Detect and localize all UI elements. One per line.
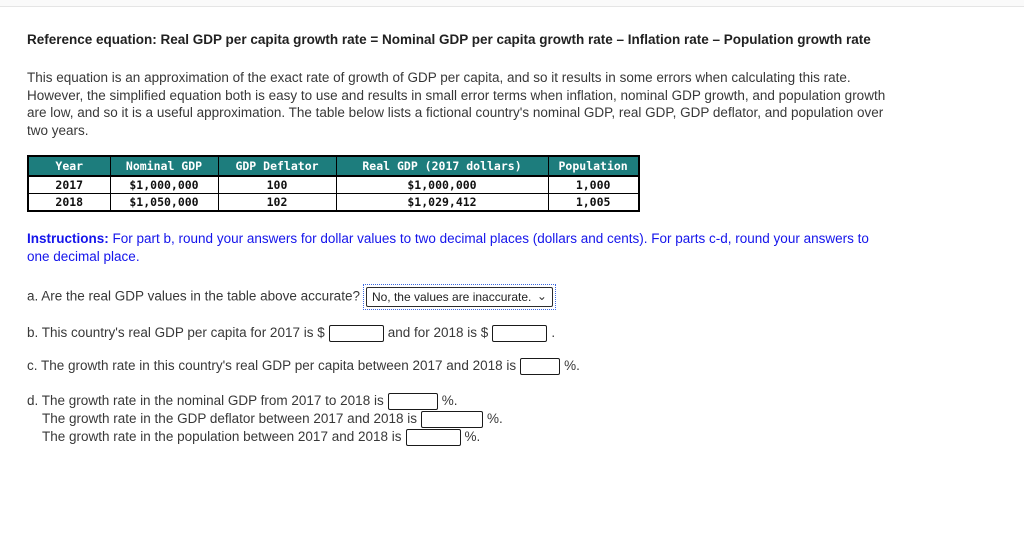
table-header-row: Year Nominal GDP GDP Deflator Real GDP (… xyxy=(27,155,640,177)
question-d1-suffix: %. xyxy=(441,393,458,408)
table-header-nominal-gdp: Nominal GDP xyxy=(109,155,219,177)
question-d: d. The growth rate in the nominal GDP fr… xyxy=(27,392,996,446)
accuracy-select-wrapper: No, the values are inaccurate. ⌄ xyxy=(362,284,556,310)
question-d3-suffix: %. xyxy=(464,428,481,444)
question-d-line-1: d. The growth rate in the nominal GDP fr… xyxy=(27,392,996,410)
question-d-line-2: The growth rate in the GDP deflator betw… xyxy=(27,410,996,428)
cell-gdp-deflator: 102 xyxy=(217,193,337,212)
cell-year: 2017 xyxy=(27,175,111,194)
real-gdp-per-capita-2018-input[interactable] xyxy=(492,324,548,342)
table-row: 2017 $1,000,000 100 $1,000,000 1,000 xyxy=(27,175,640,194)
reference-equation-heading: Reference equation: Real GDP per capita … xyxy=(27,32,871,47)
question-c: c. The growth rate in this country's rea… xyxy=(27,357,996,375)
table-header-real-gdp: Real GDP (2017 dollars) xyxy=(335,155,549,177)
question-b-text-3: . xyxy=(551,325,556,340)
real-gdp-per-capita-2017-input[interactable] xyxy=(328,324,384,342)
question-b: b. This country's real GDP per capita fo… xyxy=(27,324,996,342)
cell-population: 1,005 xyxy=(547,193,640,212)
gdp-data-table: Year Nominal GDP GDP Deflator Real GDP (… xyxy=(27,155,640,212)
cell-real-gdp: $1,029,412 xyxy=(335,193,549,212)
question-c-suffix: %. xyxy=(564,358,580,373)
table-header-year: Year xyxy=(27,155,111,177)
table-header-population: Population xyxy=(547,155,640,177)
instructions-body: For part b, round your answers for dolla… xyxy=(27,231,869,264)
question-d-line-3: The growth rate in the population betwee… xyxy=(27,428,996,446)
gdp-deflator-growth-input[interactable] xyxy=(421,410,483,428)
cell-nominal-gdp: $1,000,000 xyxy=(109,175,219,194)
question-c-text: c. The growth rate in this country's rea… xyxy=(27,358,517,373)
nominal-gdp-growth-input[interactable] xyxy=(387,392,438,410)
question-d2-suffix: %. xyxy=(487,410,503,426)
question-a: a. Are the real GDP values in the table … xyxy=(27,284,996,310)
question-d1-text: d. The growth rate in the nominal GDP fr… xyxy=(27,393,384,408)
question-b-text-2: and for 2018 is $ xyxy=(387,325,489,340)
cell-year: 2018 xyxy=(27,193,111,212)
table-header-gdp-deflator: GDP Deflator xyxy=(217,155,337,177)
accuracy-select[interactable]: No, the values are inaccurate. xyxy=(365,287,553,307)
question-d2-text: The growth rate in the GDP deflator betw… xyxy=(42,410,417,426)
question-a-text: a. Are the real GDP values in the table … xyxy=(27,288,360,304)
cell-population: 1,000 xyxy=(547,175,640,194)
page-top-border xyxy=(0,0,1024,7)
cell-real-gdp: $1,000,000 xyxy=(335,175,549,194)
cell-nominal-gdp: $1,050,000 xyxy=(109,193,219,212)
real-gdp-per-capita-growth-input[interactable] xyxy=(520,357,561,375)
population-growth-input[interactable] xyxy=(405,428,461,446)
instructions-label: Instructions: xyxy=(27,231,109,246)
instructions-text: Instructions: For part b, round your ans… xyxy=(27,230,887,265)
cell-gdp-deflator: 100 xyxy=(217,175,337,194)
table-row: 2018 $1,050,000 102 $1,029,412 1,005 xyxy=(27,193,640,212)
question-d3-text: The growth rate in the population betwee… xyxy=(42,428,402,444)
intro-paragraph: This equation is an approximation of the… xyxy=(27,70,886,138)
question-page: Reference equation: Real GDP per capita … xyxy=(0,7,1024,446)
question-b-text-1: b. This country's real GDP per capita fo… xyxy=(27,325,325,340)
